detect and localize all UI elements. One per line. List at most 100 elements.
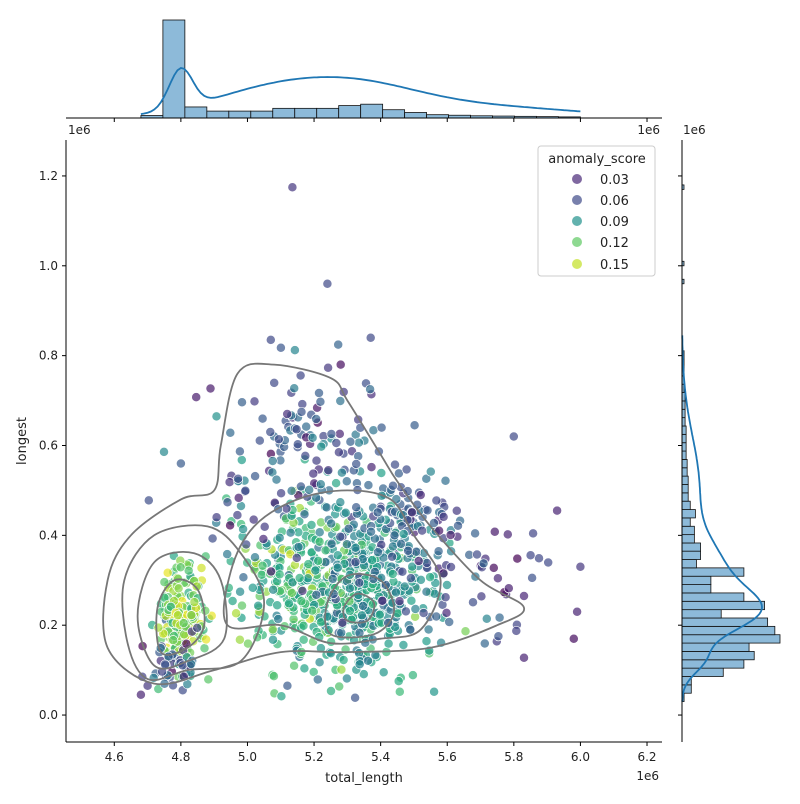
scatter-point: [336, 664, 347, 675]
scatter-point: [172, 610, 183, 621]
scatter-point: [303, 559, 314, 570]
scatter-point: [311, 414, 322, 424]
axes: 4.6 4.8 5.0 5.2 5.4 5.6 5.8 6.0 6.2 0.0 0.2 0.4 0.6 0…: [39, 140, 662, 764]
x-tick-label: 4.8: [171, 750, 190, 764]
right-kde-curve: [681, 335, 763, 702]
scatter-point: [511, 625, 522, 636]
main-scatter-panel: 4.6 4.8 5.0 5.2 5.4 5.6 5.8 6.0 6.2 0.0 0.2 0.4 0.6 0…: [39, 140, 662, 764]
scatter-point: [289, 383, 300, 394]
scatter-point: [310, 565, 321, 576]
x-tick-label: 5.4: [371, 750, 390, 764]
scatter-point: [250, 471, 261, 482]
scatter-point: [225, 427, 236, 438]
scatter-point: [460, 626, 471, 637]
scatter-point: [267, 456, 278, 466]
scatter-point: [271, 474, 282, 485]
scatter-point: [258, 534, 269, 544]
y-tick-label: 0.2: [39, 618, 58, 632]
scatter-point: [444, 617, 455, 627]
scatter-point: [314, 388, 324, 398]
scatter-point: [350, 692, 361, 703]
scatter-point: [240, 485, 251, 496]
scatter-point: [311, 455, 322, 466]
scatter-point: [273, 614, 284, 624]
top-x-offset-label: 1e6: [68, 123, 91, 137]
right-hist-bar: [681, 450, 687, 460]
right-hist-bar: [681, 433, 687, 444]
scatter-point: [481, 613, 492, 624]
kde-contours: [102, 362, 525, 686]
right-hist-bar: [681, 534, 695, 544]
top-hist-bar: [316, 107, 340, 119]
top-hist-bar: [338, 105, 362, 119]
scatter-point: [266, 566, 277, 577]
scatter-point: [291, 552, 302, 563]
scatter-point: [351, 502, 362, 513]
right-hist-bar: [681, 559, 697, 569]
scatter-point: [440, 592, 451, 603]
legend-label-2: 0.09: [600, 215, 629, 230]
scatter-point: [353, 437, 364, 448]
scatter-point: [407, 670, 418, 681]
scatter-point: [298, 620, 309, 631]
scatter-point: [508, 431, 519, 442]
scatter-point: [191, 581, 202, 592]
legend-label-1: 0.06: [600, 194, 629, 209]
scatter-point: [479, 638, 490, 649]
scatter-point: [390, 459, 400, 470]
kde-contour-6: [342, 592, 376, 624]
scatter-point: [356, 610, 367, 621]
scatter-point: [282, 680, 293, 691]
scatter-point: [332, 562, 343, 573]
scatter-point: [519, 591, 529, 601]
scatter-point: [304, 484, 315, 495]
scatter-point: [199, 643, 210, 654]
scatter-point: [327, 573, 338, 584]
scatter-point: [291, 424, 302, 435]
scatter-point: [552, 505, 563, 516]
scatter-point: [175, 562, 186, 573]
scatter-point: [423, 624, 434, 635]
right-hist-bar: [681, 442, 687, 452]
scatter-point: [234, 446, 245, 457]
scatter-point: [311, 589, 322, 600]
right-y-offset-label: 1e6: [683, 123, 706, 137]
right-hist-bar: [681, 484, 689, 494]
y-tick-label: 1.0: [39, 259, 58, 273]
x-tick-label: 5.8: [504, 750, 523, 764]
scatter-point: [293, 542, 304, 552]
scatter-point: [493, 631, 504, 642]
scatter-point: [468, 597, 478, 608]
y-tick-label: 0.0: [39, 708, 58, 722]
scatter-point: [153, 622, 164, 633]
scatter-point: [306, 520, 317, 530]
scatter-point: [421, 558, 432, 568]
scatter-point: [233, 473, 244, 484]
right-hist-bar: [681, 667, 724, 677]
right-hist-bar: [681, 492, 689, 502]
scatter-point: [543, 557, 554, 568]
scatter-point: [267, 624, 278, 635]
scatter-point: [363, 655, 373, 666]
scatter-point: [442, 580, 452, 590]
top-hist-bar: [382, 109, 406, 119]
right-hist-bar: [681, 500, 691, 510]
scatter-point: [433, 546, 444, 557]
scatter-point: [415, 490, 426, 500]
scatter-point: [418, 608, 429, 618]
scatter-point: [421, 473, 432, 484]
scatter-point: [525, 550, 536, 561]
scatter-point: [323, 362, 334, 373]
scatter-point: [451, 505, 462, 516]
scatter-point: [302, 573, 313, 584]
scatter-point: [344, 606, 355, 616]
legend-marker-2: [572, 216, 582, 226]
scatter-point: [388, 480, 398, 491]
scatter-point: [336, 467, 347, 478]
right-hist-bar: [681, 584, 712, 594]
scatter-point: [326, 686, 336, 696]
scatter-point: [299, 663, 310, 674]
legend-label-4: 0.15: [600, 258, 629, 273]
scatter-point: [222, 497, 233, 508]
